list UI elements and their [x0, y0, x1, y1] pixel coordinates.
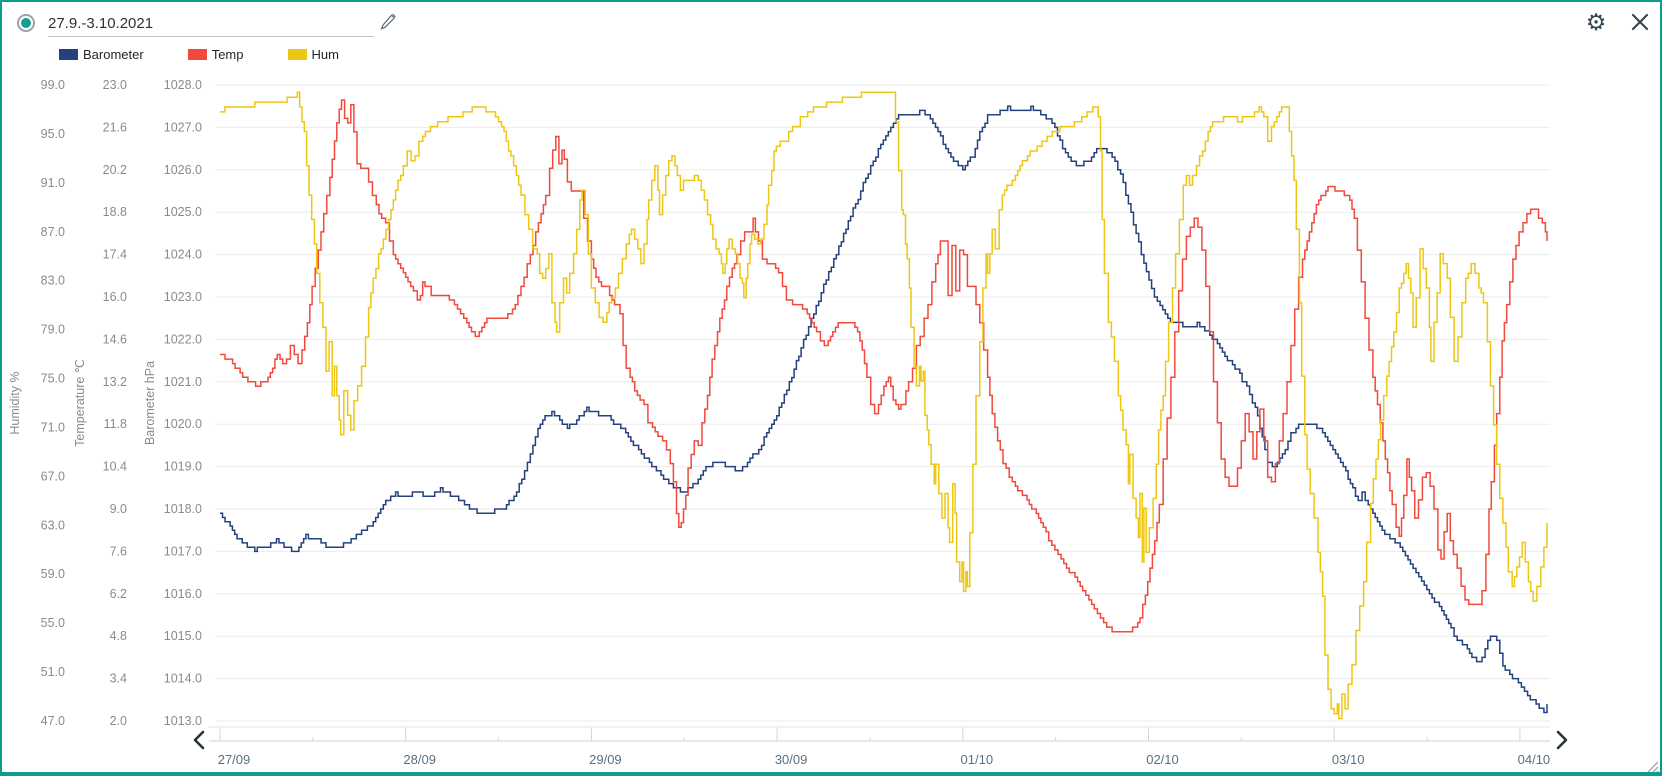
y-tick-temperature: 16.0: [103, 290, 127, 304]
y-tick-temperature: 10.4: [103, 460, 127, 474]
y-tick-barometer: 1014.0: [164, 672, 202, 686]
legend: Barometer Temp Hum: [59, 47, 383, 62]
y-tick-humidity: 83.0: [41, 274, 65, 288]
y-tick-barometer: 1013.0: [164, 714, 202, 728]
y-tick-barometer: 1027.0: [164, 120, 202, 134]
x-tick-label: 28/09: [403, 752, 436, 767]
y-tick-temperature: 14.6: [103, 332, 127, 346]
y-tick-barometer: 1018.0: [164, 502, 202, 516]
series-line-hum: [220, 91, 1548, 720]
y-tick-barometer: 1028.0: [164, 78, 202, 92]
y-tick-temperature: 17.4: [103, 248, 127, 262]
legend-item-temp[interactable]: Temp: [187, 47, 244, 62]
y-tick-humidity: 99.0: [41, 78, 65, 92]
y-tick-barometer: 1024.0: [164, 248, 202, 262]
legend-item-barometer[interactable]: Barometer: [59, 47, 144, 62]
x-tick-label: 30/09: [775, 752, 808, 767]
y-tick-temperature: 18.8: [103, 205, 127, 219]
close-icon[interactable]: [1631, 13, 1649, 31]
y-tick-barometer: 1026.0: [164, 163, 202, 177]
y-tick-temperature: 2.0: [110, 714, 127, 728]
resize-handle[interactable]: [1642, 756, 1660, 772]
x-tick-label: 04/10: [1518, 752, 1551, 767]
series-line-barometer: [220, 105, 1548, 714]
y-tick-humidity: 67.0: [41, 469, 65, 483]
pan-left-button[interactable]: [191, 729, 207, 751]
y-tick-barometer: 1019.0: [164, 460, 202, 474]
radio-button-icon[interactable]: [17, 14, 35, 32]
y-tick-temperature: 13.2: [103, 375, 127, 389]
x-tick-label: 01/10: [961, 752, 994, 767]
radio-dot: [21, 18, 31, 28]
y-tick-barometer: 1025.0: [164, 205, 202, 219]
y-tick-humidity: 59.0: [41, 567, 65, 581]
y-tick-temperature: 6.2: [110, 587, 127, 601]
y-tick-barometer: 1015.0: [164, 629, 202, 643]
series-line-temp: [220, 99, 1548, 633]
y-tick-humidity: 79.0: [41, 323, 65, 337]
y-tick-humidity: 47.0: [41, 714, 65, 728]
y-tick-humidity: 95.0: [41, 127, 65, 141]
legend-swatch: [187, 49, 207, 60]
legend-label: Barometer: [83, 47, 144, 62]
y-tick-temperature: 9.0: [110, 502, 127, 516]
y-tick-temperature: 11.8: [104, 417, 127, 431]
axis-title-barometer: Barometer hPa: [143, 361, 157, 445]
y-tick-temperature: 4.8: [110, 629, 127, 643]
edit-pencil-icon[interactable]: [379, 13, 397, 33]
legend-label: Hum: [311, 47, 339, 62]
y-tick-barometer: 1021.0: [164, 375, 202, 389]
y-tick-barometer: 1017.0: [164, 544, 202, 558]
y-tick-barometer: 1022.0: [164, 332, 202, 346]
y-tick-humidity: 63.0: [41, 518, 65, 532]
axis-title-temperature: Temperature ℃: [73, 359, 87, 447]
x-tick-label: 27/09: [218, 752, 251, 767]
x-tick-label: 02/10: [1146, 752, 1179, 767]
y-tick-humidity: 71.0: [41, 420, 65, 434]
x-tick-label: 29/09: [589, 752, 622, 767]
y-tick-barometer: 1020.0: [164, 417, 202, 431]
y-tick-temperature: 23.0: [103, 78, 127, 92]
y-tick-humidity: 87.0: [41, 225, 65, 239]
header: ⚙: [2, 2, 1660, 44]
y-tick-barometer: 1016.0: [164, 587, 202, 601]
y-tick-temperature: 21.6: [103, 120, 127, 134]
y-tick-temperature: 3.4: [110, 672, 127, 686]
y-tick-humidity: 91.0: [41, 176, 65, 190]
axis-title-humidity: Humidity %: [8, 371, 22, 434]
date-range-input[interactable]: [48, 10, 374, 37]
y-tick-temperature: 7.6: [110, 544, 127, 558]
y-tick-temperature: 20.2: [103, 163, 127, 177]
y-tick-humidity: 55.0: [41, 616, 65, 630]
y-tick-humidity: 51.0: [41, 665, 65, 679]
legend-label: Temp: [211, 47, 244, 62]
legend-swatch: [287, 49, 307, 60]
x-tick-label: 03/10: [1332, 752, 1365, 767]
y-tick-barometer: 1023.0: [164, 290, 202, 304]
legend-item-hum[interactable]: Hum: [287, 47, 339, 62]
pan-right-button[interactable]: [1554, 729, 1570, 751]
legend-swatch: [59, 49, 78, 60]
gear-icon[interactable]: ⚙: [1585, 9, 1607, 35]
y-tick-humidity: 75.0: [41, 372, 65, 386]
